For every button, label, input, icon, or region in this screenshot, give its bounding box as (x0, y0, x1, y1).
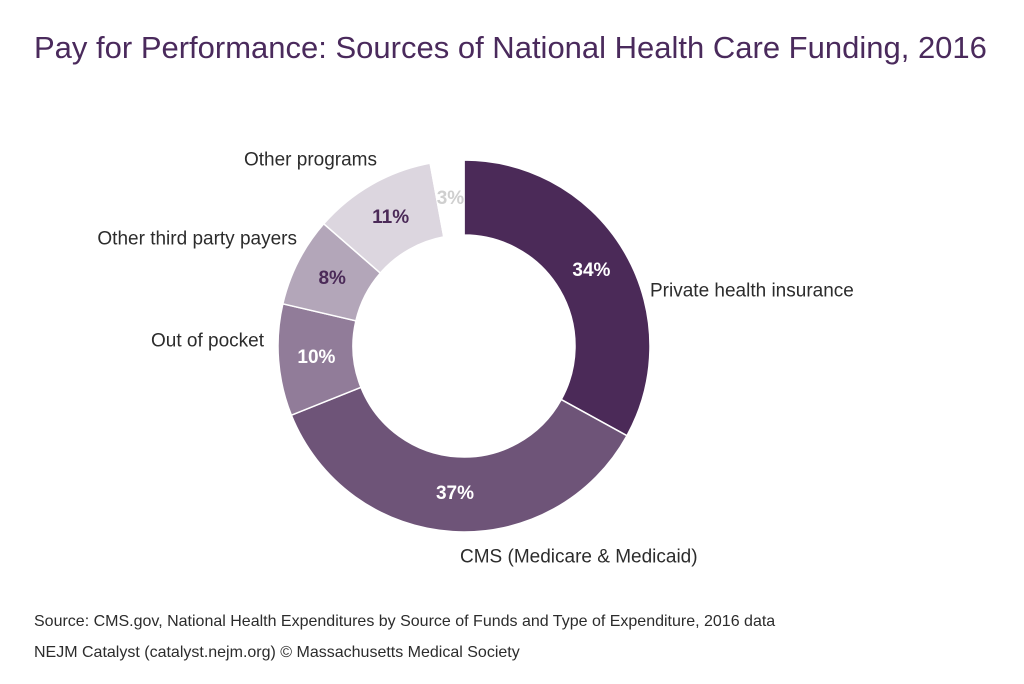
category-label-other-programs: Other programs (244, 150, 377, 171)
category-label-private-health-insurance: Private health insurance (650, 281, 854, 302)
category-labels: Private health insurance CMS (Medicare & … (97, 150, 853, 568)
value-label-private-health-insurance: 34% (572, 260, 610, 281)
slice-private-health-insurance (463, 159, 651, 437)
value-label-cms-medicare-medicaid: 37% (436, 483, 474, 504)
chart-title: Pay for Performance: Sources of National… (34, 30, 987, 65)
source-note: Source: CMS.gov, National Health Expendi… (34, 613, 776, 630)
donut-slices (277, 159, 651, 533)
value-label-unlabeled: 3% (437, 188, 465, 209)
value-labels: 34% 37% 10% 8% 11% 3% (297, 188, 610, 504)
category-label-other-third-party-payers: Other third party payers (97, 229, 297, 250)
value-label-other-third-party-payers: 8% (318, 268, 346, 289)
category-label-cms-medicare-medicaid: CMS (Medicare & Medicaid) (460, 547, 698, 568)
value-label-other-programs: 11% (372, 207, 409, 228)
donut-chart: 34%37%10%8%11%3%Private health insurance… (97, 150, 853, 568)
category-label-out-of-pocket: Out of pocket (151, 331, 265, 352)
slice-cms-medicare-medicaid (290, 386, 628, 533)
credit-note: NEJM Catalyst (catalyst.nejm.org) © Mass… (34, 644, 520, 661)
value-label-out-of-pocket: 10% (297, 347, 335, 368)
slice-unlabeled (429, 159, 465, 238)
